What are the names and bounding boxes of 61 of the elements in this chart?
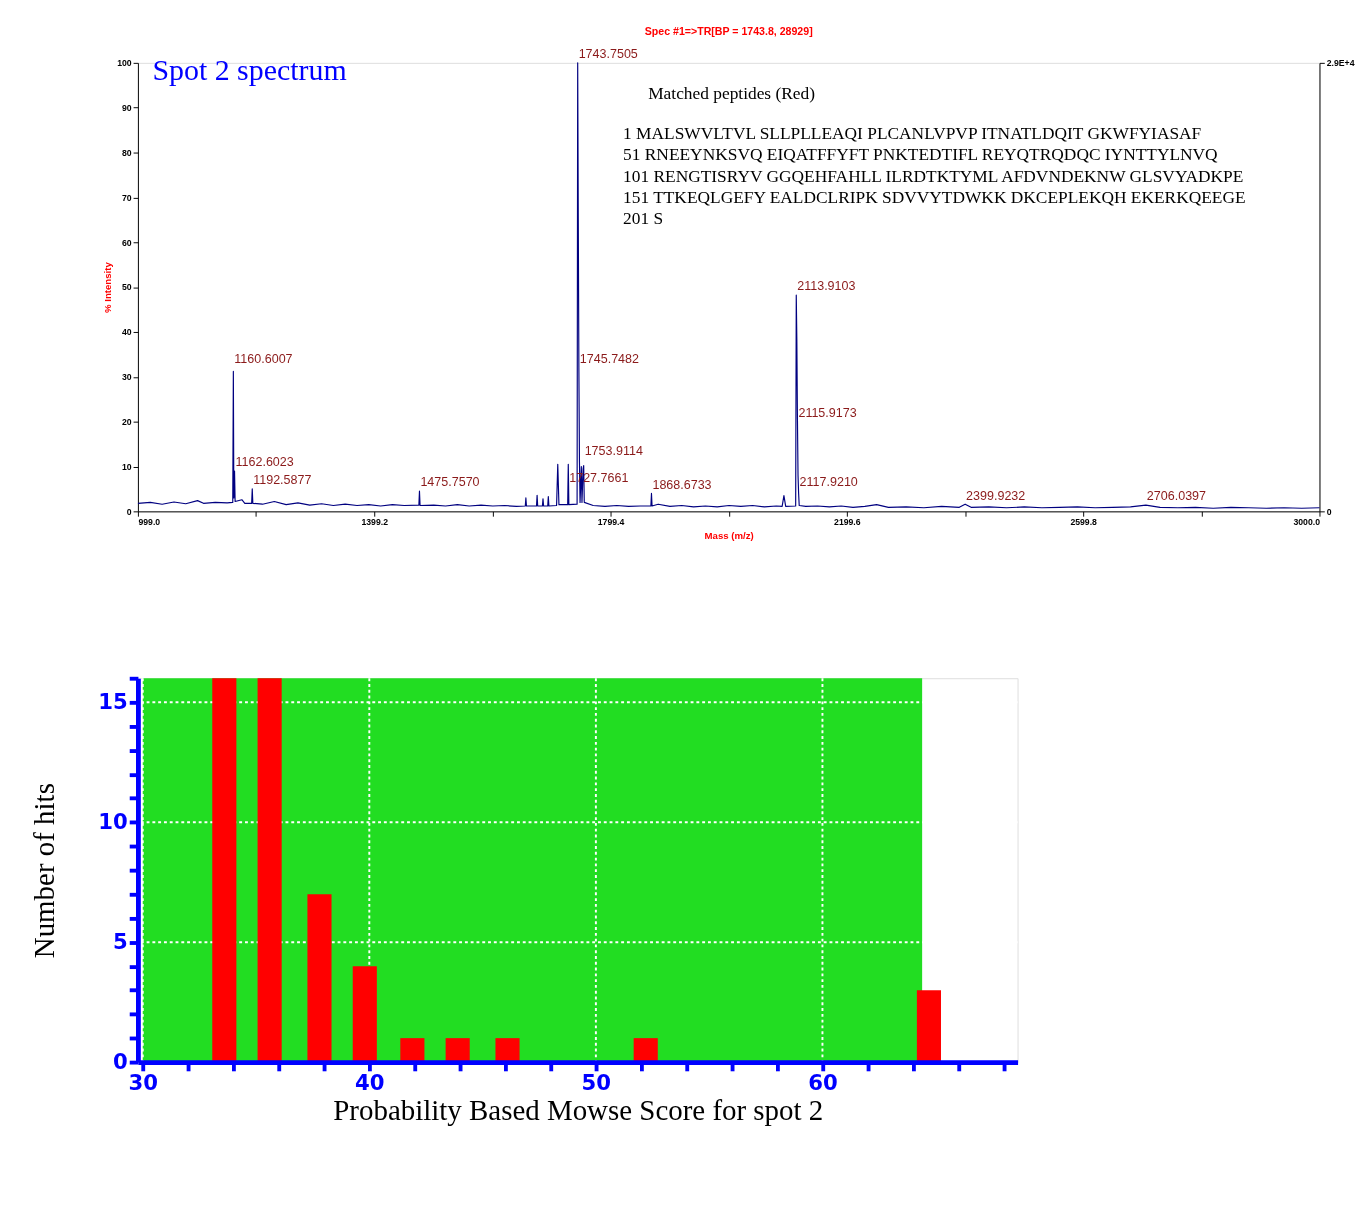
x-tick-label: 2199.6	[834, 517, 861, 528]
y-tick-label: 15	[98, 689, 128, 715]
x-tick-label: 50	[581, 1069, 612, 1095]
y-tick-label: 10	[98, 809, 128, 835]
y-tick-label: 40	[122, 327, 132, 338]
y2-tick-label: 2.9E+4	[1326, 58, 1355, 69]
chart-subtitle: Spot 2 spectrum	[152, 53, 347, 87]
x-tick-label: 1799.4	[597, 517, 625, 528]
bar	[212, 678, 237, 1063]
y-tick-label: 60	[122, 237, 132, 248]
annotation: 51 RNEEYNKSVQ EIQATFFYFT PNKTEDTIFL REYQTRQDQC IYNTTYLNVQ	[623, 145, 1219, 165]
annotation: 1753.9114	[584, 443, 643, 458]
x-tick-label: 2599.8	[1070, 517, 1098, 528]
annotation: 1475.7570	[420, 475, 480, 490]
bar	[633, 1038, 658, 1063]
bar	[352, 966, 377, 1063]
bar	[257, 678, 282, 1063]
y-tick-label: 0	[113, 1049, 128, 1075]
y-tick-label: 80	[122, 147, 132, 158]
x-tick-label: 3000.0	[1293, 517, 1321, 528]
annotation: 2113.9103	[797, 279, 856, 294]
y2-tick-label: 0	[1326, 506, 1332, 517]
x-tick-label: 60	[808, 1069, 838, 1095]
annotation: 151 TTKEQLGEFY EALDCLRIPK SDVVYTDWKK DKCEPLEKQH EKERKQEEGE	[623, 187, 1246, 207]
annotation: 1162.6023	[235, 455, 294, 470]
y-tick-label: 30	[122, 372, 132, 383]
annotation: 1192.5877	[253, 473, 312, 488]
bar	[445, 1038, 470, 1063]
annotation: 1868.6733	[652, 477, 712, 492]
annotation: 101 RENGTISRYV GGQEHFAHLL ILRDTKTYML AFDVNDEKNW GLSVYADKPE	[623, 166, 1244, 186]
annotation: 1745.7482	[579, 352, 640, 367]
annotation: 2706.0397	[1146, 488, 1207, 503]
x-axis-title: Probability Based Mowse Score for spot 2	[333, 1094, 824, 1127]
y-tick-label: 100	[117, 58, 132, 69]
x-tick-label: 1399.2	[361, 517, 389, 528]
y-tick-label: 0	[126, 506, 132, 517]
x-tick-label: 999.0	[138, 517, 161, 528]
y-tick-label: 50	[122, 282, 132, 293]
bar	[400, 1038, 425, 1063]
annotation: 201 S	[623, 208, 664, 228]
y-axis-title: Number of hits	[27, 783, 60, 959]
line-series	[137, 62, 1321, 509]
chart-title: Spec #1=>TR[BP = 1743.8, 28929]	[644, 24, 813, 37]
annotation: 2117.9210	[799, 475, 858, 490]
bar	[495, 1038, 520, 1063]
y-tick-label: 10	[122, 461, 132, 472]
annotation: 2399.9232	[966, 488, 1026, 503]
x-tick-label: 40	[355, 1069, 385, 1095]
annotation: 1743.7505	[578, 47, 638, 62]
annotation: Matched peptides (Red)	[648, 83, 816, 103]
y-tick-label: 5	[113, 929, 128, 955]
bar	[916, 990, 941, 1063]
y-axis-title: % Intensity	[102, 261, 114, 314]
annotation: 2115.9173	[798, 405, 857, 420]
bar	[307, 894, 332, 1063]
annotation: 1160.6007	[234, 352, 293, 367]
y-tick-label: 90	[122, 103, 132, 114]
y-tick-label: 70	[122, 192, 132, 203]
y-tick-label: 20	[122, 417, 132, 428]
x-axis-title: Mass (m/z)	[704, 529, 754, 541]
annotation: 1 MALSWVLTVL SLLPLLEAQI PLCANLVPVP ITNATLDQIT GKWFYIASAF	[623, 124, 1202, 144]
